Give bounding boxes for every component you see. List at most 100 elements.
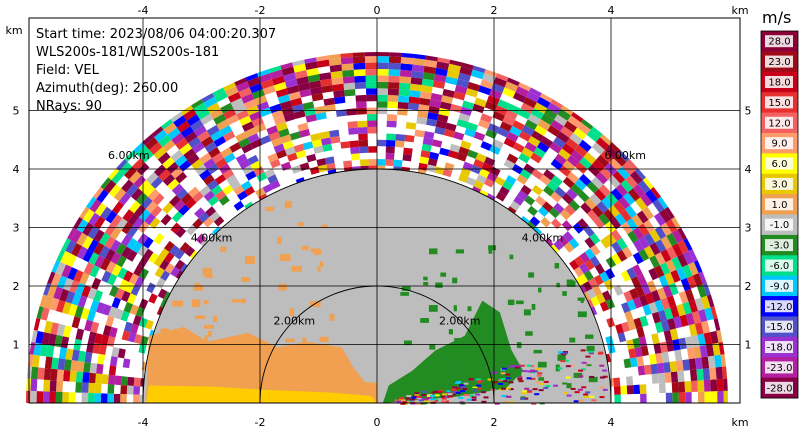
noise-cell: [583, 152, 597, 165]
green-patch: [463, 340, 472, 344]
noise-cell: [366, 88, 377, 95]
noise-cell: [280, 134, 292, 144]
noise-cell: [342, 76, 355, 84]
noise-cell: [254, 95, 268, 106]
noise-cell: [609, 217, 622, 230]
noise-cell: [669, 328, 679, 341]
noise-cell: [350, 153, 360, 161]
noise-cell: [365, 62, 377, 70]
noise-cell: [631, 214, 644, 228]
noise-cell: [518, 82, 531, 92]
noise-cell: [175, 226, 187, 238]
noise-cell: [259, 135, 272, 145]
colorbar-label-bg: [765, 137, 793, 150]
noise-cell: [174, 248, 185, 260]
noise-cell: [610, 188, 624, 201]
noise-cell: [509, 200, 521, 211]
noise-cell: [60, 250, 71, 265]
orange-patch: [231, 299, 242, 303]
colorbar-label: 1.0: [772, 200, 788, 211]
noise-cell: [542, 201, 554, 213]
noise-cell: [30, 366, 39, 380]
streak-cell: [462, 387, 468, 390]
noise-cell: [295, 149, 307, 159]
noise-cell: [65, 240, 77, 254]
noise-cell: [89, 265, 100, 278]
noise-cell: [164, 240, 175, 253]
noise-cell: [460, 62, 474, 70]
noise-cell: [635, 285, 645, 298]
x-unit-bottom: km: [731, 416, 748, 429]
noise-cell: [46, 344, 55, 358]
noise-cell: [393, 159, 403, 167]
noise-cell: [74, 305, 84, 319]
noise-cell: [160, 119, 174, 130]
noise-cell: [630, 170, 643, 185]
noise-cell: [367, 120, 377, 128]
noise-cell: [389, 52, 402, 57]
noise-cell: [62, 301, 72, 315]
noise-cell: [343, 160, 353, 168]
noise-cell: [341, 63, 354, 71]
noise-cell: [714, 354, 723, 368]
noise-cell: [591, 142, 605, 155]
noise-cell: [684, 381, 692, 393]
x-tick-top: -4: [138, 4, 149, 17]
streak-cell: [599, 376, 605, 379]
streak-cell: [421, 394, 427, 397]
noise-cell: [245, 170, 257, 181]
noise-cell: [609, 142, 621, 154]
streak-cell: [476, 384, 482, 387]
noise-cell: [126, 385, 134, 395]
noise-cell: [552, 136, 566, 149]
noise-cell: [639, 384, 647, 394]
noise-cell: [486, 172, 498, 182]
noise-cell: [111, 170, 124, 185]
streak-cell: [429, 399, 435, 402]
noise-cell: [208, 147, 221, 159]
noise-cell: [304, 61, 318, 70]
noise-cell: [240, 180, 252, 191]
orange-patch: [320, 224, 328, 229]
streak-cell: [430, 391, 436, 394]
noise-cell: [603, 208, 615, 222]
noise-cell: [633, 317, 643, 329]
noise-cell: [387, 82, 400, 90]
streak-cell: [557, 367, 563, 370]
orange-patch: [204, 335, 208, 343]
noise-cell: [311, 93, 324, 102]
noise-cell: [213, 136, 227, 148]
green-patch: [440, 272, 447, 277]
noise-cell: [100, 334, 110, 346]
noise-cell: [50, 368, 58, 381]
streak-cell: [498, 382, 504, 385]
noise-cell: [82, 372, 90, 383]
noise-cell: [56, 380, 64, 393]
noise-cell: [49, 380, 57, 392]
noise-cell: [51, 273, 62, 287]
noise-cell: [550, 218, 562, 230]
noise-cell: [184, 246, 196, 257]
noise-cell: [174, 154, 188, 167]
streak-cell: [441, 395, 447, 398]
noise-cell: [209, 211, 221, 222]
noise-cell: [516, 174, 528, 185]
noise-cell: [71, 293, 82, 306]
noise-cell: [453, 91, 466, 101]
noise-cell: [79, 206, 90, 220]
noise-cell: [121, 330, 131, 341]
noise-cell: [621, 301, 631, 313]
streak-cell: [459, 401, 465, 404]
orange-patch: [278, 283, 287, 291]
noise-cell: [67, 227, 77, 241]
noise-cell: [664, 206, 675, 220]
noise-cell: [377, 68, 389, 76]
noise-cell: [621, 321, 631, 333]
noise-cell: [599, 134, 612, 146]
noise-cell: [400, 56, 414, 65]
noise-cell: [704, 307, 714, 321]
noise-cell: [627, 319, 637, 331]
noise-cell: [133, 264, 144, 277]
noise-cell: [234, 77, 248, 87]
green-patch: [452, 277, 458, 284]
